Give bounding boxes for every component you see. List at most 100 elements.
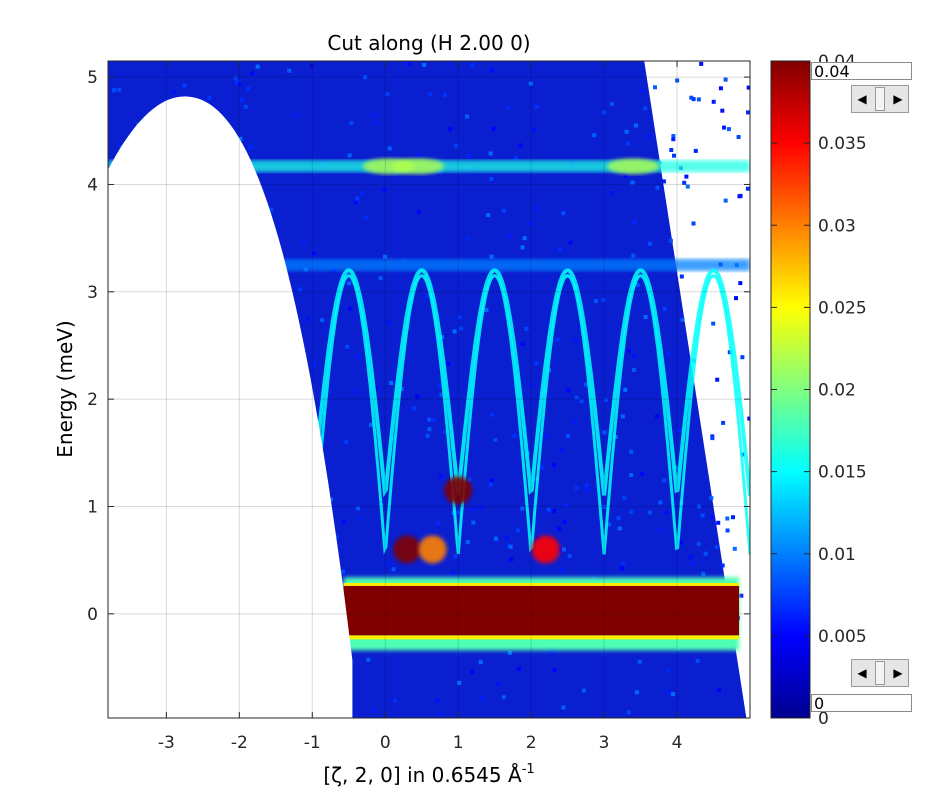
- noise-pixel: [371, 708, 376, 713]
- noise-pixel: [675, 78, 680, 83]
- chart-title: Cut along (H 2.00 0): [327, 31, 530, 55]
- noise-pixel: [448, 127, 453, 132]
- noise-pixel: [470, 63, 475, 68]
- noise-pixel: [634, 123, 639, 128]
- slider-left-arrow-icon[interactable]: ◀: [857, 92, 867, 106]
- noise-pixel: [666, 668, 671, 673]
- slider-thumb[interactable]: [875, 661, 885, 685]
- dispersive-mode: [296, 274, 750, 555]
- noise-pixel: [632, 220, 637, 224]
- noise-pixel: [557, 526, 562, 531]
- noise-pixel: [738, 281, 743, 286]
- noise-pixel: [739, 593, 744, 598]
- noise-pixel: [415, 394, 420, 399]
- noise-pixel: [451, 571, 456, 576]
- noise-pixel: [563, 503, 568, 508]
- noise-pixel: [248, 144, 253, 149]
- noise-pixel: [671, 692, 675, 697]
- noise-pixel: [584, 483, 589, 488]
- noise-pixel: [747, 416, 750, 421]
- noise-pixel: [561, 705, 566, 710]
- colorbar-max-input[interactable]: 0.04: [811, 62, 912, 81]
- noise-pixel: [561, 211, 566, 216]
- noise-pixel: [528, 221, 533, 226]
- noise-pixel: [574, 485, 579, 490]
- noise-pixel: [732, 546, 737, 551]
- noise-pixel: [452, 329, 457, 334]
- noise-pixel: [703, 551, 708, 556]
- noise-pixel: [373, 121, 378, 125]
- elastic-edge: [343, 582, 740, 587]
- y-tick-label: 2: [87, 390, 98, 410]
- noise-pixel: [287, 68, 292, 73]
- colorbar-tick-label: 0: [818, 709, 829, 729]
- colorbar-min-input[interactable]: 0: [811, 694, 912, 713]
- noise-pixel: [439, 392, 444, 397]
- noise-pixel: [515, 528, 520, 533]
- noise-pixel: [631, 367, 636, 372]
- noise-pixel: [723, 77, 728, 82]
- noise-pixel: [488, 151, 493, 156]
- noise-pixel: [489, 412, 494, 417]
- noise-pixel: [246, 86, 251, 91]
- noise-pixel: [717, 688, 721, 693]
- slider-thumb[interactable]: [875, 87, 885, 111]
- noise-pixel: [688, 555, 693, 560]
- slider-left-arrow-icon[interactable]: ◀: [857, 666, 867, 680]
- slider-right-arrow-icon[interactable]: ▶: [893, 92, 903, 106]
- noise-pixel: [602, 505, 607, 509]
- noise-pixel: [243, 104, 248, 109]
- noise-pixel: [507, 234, 512, 239]
- x-tick-label: 4: [672, 733, 683, 753]
- noise-pixel: [559, 448, 564, 453]
- noise-pixel: [493, 536, 498, 541]
- noise-pixel: [436, 712, 441, 717]
- noise-pixel: [520, 245, 525, 250]
- noise-pixel: [534, 104, 539, 109]
- noise-pixel: [559, 568, 564, 572]
- noise-pixel: [602, 430, 607, 435]
- noise-pixel: [442, 429, 447, 434]
- slider-right-arrow-icon[interactable]: ▶: [893, 666, 903, 680]
- noise-pixel: [637, 659, 642, 664]
- noise-pixel: [696, 97, 701, 102]
- noise-pixel: [623, 387, 628, 392]
- noise-pixel: [578, 324, 583, 329]
- noise-pixel: [722, 125, 726, 130]
- noise-pixel: [489, 254, 494, 259]
- noise-pixel: [631, 253, 636, 258]
- intensity-hotspot: [393, 535, 422, 564]
- noise-pixel: [355, 196, 360, 201]
- noise-pixel: [345, 344, 350, 349]
- colorbar-max-slider[interactable]: ◀ ▶: [851, 85, 909, 113]
- noise-pixel: [611, 191, 615, 195]
- noise-pixel: [457, 680, 462, 685]
- noise-pixel: [677, 428, 682, 433]
- noise-pixel: [484, 308, 489, 313]
- intensity-hotspot: [418, 535, 447, 564]
- band-hotspot: [392, 158, 445, 175]
- noise-pixel: [567, 553, 572, 558]
- noise-pixel: [623, 173, 628, 178]
- noise-pixel: [522, 236, 527, 241]
- noise-pixel: [632, 354, 637, 359]
- noise-pixel: [489, 176, 494, 181]
- noise-pixel: [344, 440, 349, 445]
- noise-pixel: [723, 198, 728, 203]
- noise-pixel: [685, 184, 690, 189]
- grid-lines: [108, 61, 750, 718]
- noise-pixel: [671, 137, 676, 142]
- noise-pixel: [668, 238, 673, 243]
- intensity-hotspot: [531, 535, 560, 564]
- y-tick-label: 5: [87, 68, 98, 88]
- noise-pixel: [480, 696, 485, 701]
- x-tick-label: -3: [158, 733, 175, 753]
- noise-pixel: [579, 399, 584, 404]
- x-tick-label: 0: [380, 733, 391, 753]
- noise-pixel: [711, 321, 716, 326]
- colorbar-tick-label: 0.035: [818, 134, 867, 154]
- noise-pixel: [328, 497, 333, 502]
- colorbar-min-slider[interactable]: ◀ ▶: [851, 659, 909, 687]
